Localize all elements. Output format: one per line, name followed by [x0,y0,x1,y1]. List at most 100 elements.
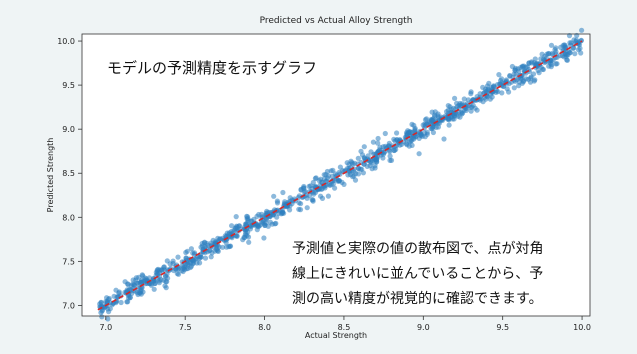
data-point [535,67,541,74]
data-point [407,129,413,135]
y-tick-label: 9.0 [62,125,75,134]
annotation-bottom-line: 測の高い精度が視覚的に確認できます。 [292,291,543,307]
data-point [422,117,429,123]
annotation-bottom: 予測値と実際の値の散布図で、点が対角 線上にきれいに並んでいることから、予 測の… [292,237,543,312]
y-axis-label: Predicted Strength [46,138,55,213]
data-point [496,72,502,78]
data-point [319,186,325,192]
data-point [233,214,239,220]
data-point [497,81,503,87]
data-point [394,130,400,136]
data-point [175,271,182,277]
data-point [387,149,393,155]
data-point [310,197,316,203]
data-point [579,27,585,33]
data-point [532,56,538,62]
data-point [387,153,393,159]
data-point [213,247,219,253]
data-point [175,254,181,260]
data-point [538,56,544,62]
data-point [138,291,144,297]
data-point [375,135,381,142]
data-point [241,234,247,241]
data-point [436,115,442,121]
data-point [236,223,242,229]
data-point [234,233,240,239]
data-point [358,148,364,154]
data-point [198,244,204,250]
y-tick-label: 8.5 [62,169,75,178]
data-point [152,280,158,286]
data-point [464,101,470,107]
data-point [446,122,452,128]
data-point [181,266,188,273]
data-point [204,240,210,247]
y-tick-label: 7.0 [62,301,75,310]
data-point [270,211,276,217]
data-point [163,285,169,291]
data-point [542,57,548,64]
chart-title: Predicted vs Actual Alloy Strength [260,16,413,26]
data-point [226,230,233,236]
data-point [561,54,567,60]
data-point [323,172,329,178]
data-point [287,195,293,201]
data-point [155,271,161,278]
data-point [445,103,451,109]
data-point [348,158,354,164]
data-point [122,279,128,285]
data-point [190,250,196,256]
data-point [196,256,202,262]
data-point [459,111,465,117]
data-point [422,121,428,127]
data-point [355,165,361,171]
data-point [424,129,430,135]
data-point [269,221,275,227]
reference-line [97,40,583,311]
data-point [412,127,418,133]
data-point [411,122,417,128]
data-point [513,71,519,77]
y-tick-label: 7.5 [62,257,75,266]
data-point [260,219,266,225]
data-point [532,77,538,83]
data-point [430,129,436,136]
data-point [164,279,170,285]
data-point [163,274,169,280]
x-tick-label: 9.0 [417,323,430,332]
x-tick-label: 8.5 [338,323,351,332]
data-point [341,181,347,187]
data-point [370,139,376,145]
data-point [220,244,226,250]
data-point [452,95,458,101]
data-point [392,138,398,144]
data-point [464,105,470,111]
data-point [279,209,286,215]
data-point [301,193,308,199]
data-point [298,201,304,207]
data-point [118,299,124,306]
data-point [332,185,338,191]
data-point [525,76,531,82]
data-point [393,146,399,153]
data-point [418,132,424,138]
data-point [461,96,467,102]
data-point [521,63,527,69]
data-point [202,255,209,261]
data-point [441,136,447,142]
data-point [506,89,512,95]
data-point [332,171,338,177]
data-point [304,205,310,211]
data-point [287,207,293,213]
data-point [271,193,277,199]
data-point [465,97,471,103]
data-point [185,262,191,268]
data-point [548,42,555,48]
data-point [564,57,571,63]
data-point [170,260,176,267]
data-point [114,294,120,300]
data-point [99,314,105,320]
x-tick-label: 8.0 [258,323,271,332]
y-tick-label: 10.0 [57,37,75,46]
